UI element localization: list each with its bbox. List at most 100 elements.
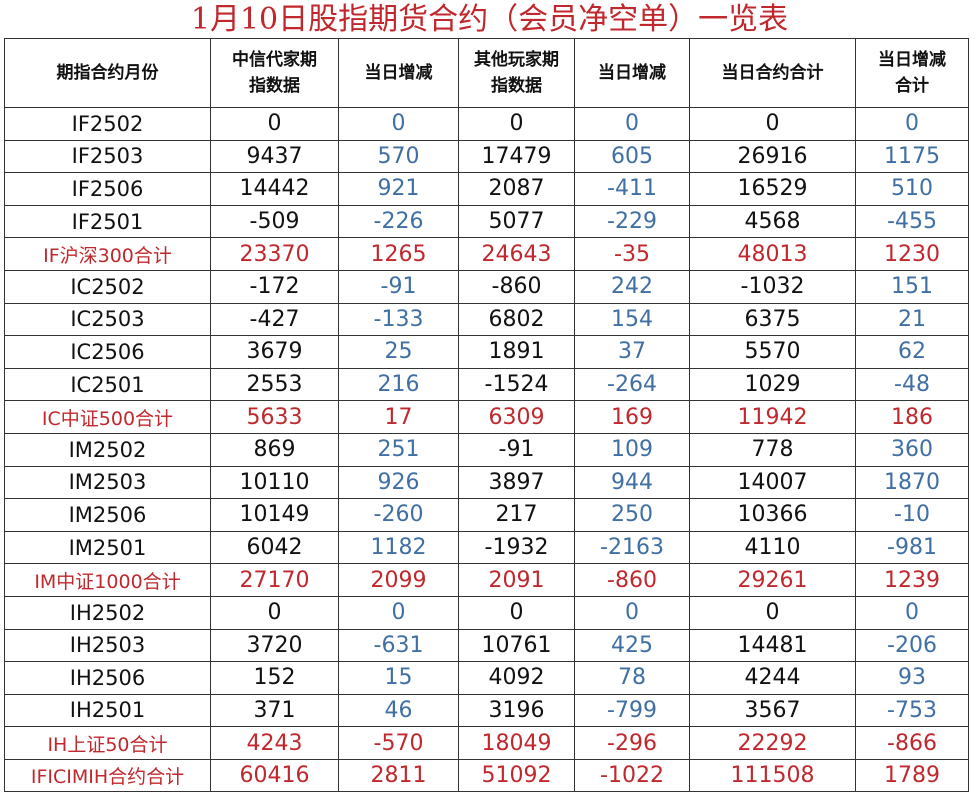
cell: -455 (855, 204, 969, 239)
cell: -91 (458, 432, 575, 467)
cell: -48 (855, 367, 969, 402)
row-label: IM2502 (4, 432, 211, 467)
header-text: 当日增减 (598, 63, 666, 83)
cell: 18049 (458, 726, 575, 760)
cell: -91 (338, 269, 459, 304)
cell: 371 (210, 693, 339, 728)
cell: -1032 (689, 269, 856, 304)
cell: 10761 (458, 628, 575, 663)
cell: -570 (338, 726, 459, 760)
cell: 0 (458, 107, 575, 141)
cell: -229 (574, 204, 690, 239)
cell: 921 (338, 172, 459, 206)
cell: 6309 (458, 400, 575, 434)
cell: 5077 (458, 204, 575, 239)
table-row: IM2501 6042 1182 -1932 -2163 4110 -981 (4, 530, 969, 565)
cell: 778 (689, 432, 856, 467)
table-row: IF沪深300合计 23370 1265 24643 -35 48013 1230 (4, 237, 969, 271)
cell: 4110 (689, 530, 856, 565)
cell: 1870 (855, 465, 969, 500)
cell: 0 (210, 107, 339, 141)
cell: 1029 (689, 367, 856, 402)
cell: 93 (855, 661, 969, 695)
cell: -172 (210, 269, 339, 304)
row-label: IC2503 (4, 302, 211, 337)
cell: 0 (338, 107, 459, 141)
cell: -226 (338, 204, 459, 239)
row-label: IH2503 (4, 628, 211, 663)
table-row: IF2503 9437 570 17479 605 26916 1175 (4, 139, 969, 174)
cell: 570 (338, 139, 459, 174)
cell: -1932 (458, 530, 575, 565)
header-text: 期指合约月份 (56, 63, 159, 83)
table-row: IH2503 3720 -631 10761 425 14481 -206 (4, 628, 969, 663)
cell: 169 (574, 400, 690, 434)
header-text: 中信代家期指数据 (232, 50, 317, 96)
table-row: IC2506 3679 25 1891 37 5570 62 (4, 335, 969, 369)
cell: 217 (458, 498, 575, 532)
table-row: IF2502 0 0 0 0 0 0 (4, 107, 969, 141)
row-label: IF2502 (4, 107, 211, 141)
cell: 1265 (338, 237, 459, 271)
header-cell: 当日增减合计 (855, 38, 969, 108)
row-label: IC2502 (4, 269, 211, 304)
cell: 0 (574, 595, 690, 630)
cell: -427 (210, 302, 339, 337)
cell: 16529 (689, 172, 856, 206)
table-row: IFICIMIH合约合计 60416 2811 51092 -1022 111508 178… (4, 758, 969, 793)
table-row: IC2502 -172 -91 -860 242 -1032 151 (4, 269, 969, 304)
cell: 242 (574, 269, 690, 304)
cell: 10110 (210, 465, 339, 500)
cell: 154 (574, 302, 690, 337)
header-row: 期指合约月份 中信代家期指数据 当日增减 其他玩家期指数据 当日增减 当日合约合计 当日增减… (4, 38, 969, 108)
table-row: IH2501 371 46 3196 -799 3567 -753 (4, 693, 969, 728)
row-label: IH2506 (4, 661, 211, 695)
cell: 17 (338, 400, 459, 434)
cell: 14007 (689, 465, 856, 500)
header-cell: 当日增减 (338, 38, 459, 108)
cell: 26916 (689, 139, 856, 174)
cell: 1239 (855, 563, 969, 597)
cell: 11942 (689, 400, 856, 434)
cell: 869 (210, 432, 339, 467)
cell: -264 (574, 367, 690, 402)
cell: 186 (855, 400, 969, 434)
row-label: IH2501 (4, 693, 211, 728)
cell: 0 (458, 595, 575, 630)
cell: 24643 (458, 237, 575, 271)
cell: 926 (338, 465, 459, 500)
cell: 0 (855, 595, 969, 630)
cell: 15 (338, 661, 459, 695)
cell: -1524 (458, 367, 575, 402)
cell: 37 (574, 335, 690, 369)
header-cell: 中信代家期指数据 (210, 38, 339, 108)
cell: 3196 (458, 693, 575, 728)
header-text: 其他玩家期指数据 (474, 50, 559, 96)
cell: 360 (855, 432, 969, 467)
cell: 1789 (855, 758, 969, 793)
title: 1月10日股指期货合约（会员净空单）一览表 (190, 2, 789, 37)
cell: 0 (210, 595, 339, 630)
cell: -2163 (574, 530, 690, 565)
header-cell: 其他玩家期指数据 (458, 38, 575, 108)
cell: 60416 (210, 758, 339, 793)
cell: -10 (855, 498, 969, 532)
cell: 48013 (689, 237, 856, 271)
table-row: IH2502 0 0 0 0 0 0 (4, 595, 969, 630)
cell: 10366 (689, 498, 856, 532)
header-cell: 当日合约合计 (689, 38, 856, 108)
cell: -35 (574, 237, 690, 271)
cell: -260 (338, 498, 459, 532)
cell: 3567 (689, 693, 856, 728)
cell: 22292 (689, 726, 856, 760)
cell: -411 (574, 172, 690, 206)
row-label: IH上证50合计 (4, 726, 211, 760)
cell: 425 (574, 628, 690, 663)
row-label: IC2501 (4, 367, 211, 402)
cell: 25 (338, 335, 459, 369)
cell: 1175 (855, 139, 969, 174)
cell: 151 (855, 269, 969, 304)
row-label: IFICIMIH合约合计 (4, 758, 211, 793)
cell: 250 (574, 498, 690, 532)
